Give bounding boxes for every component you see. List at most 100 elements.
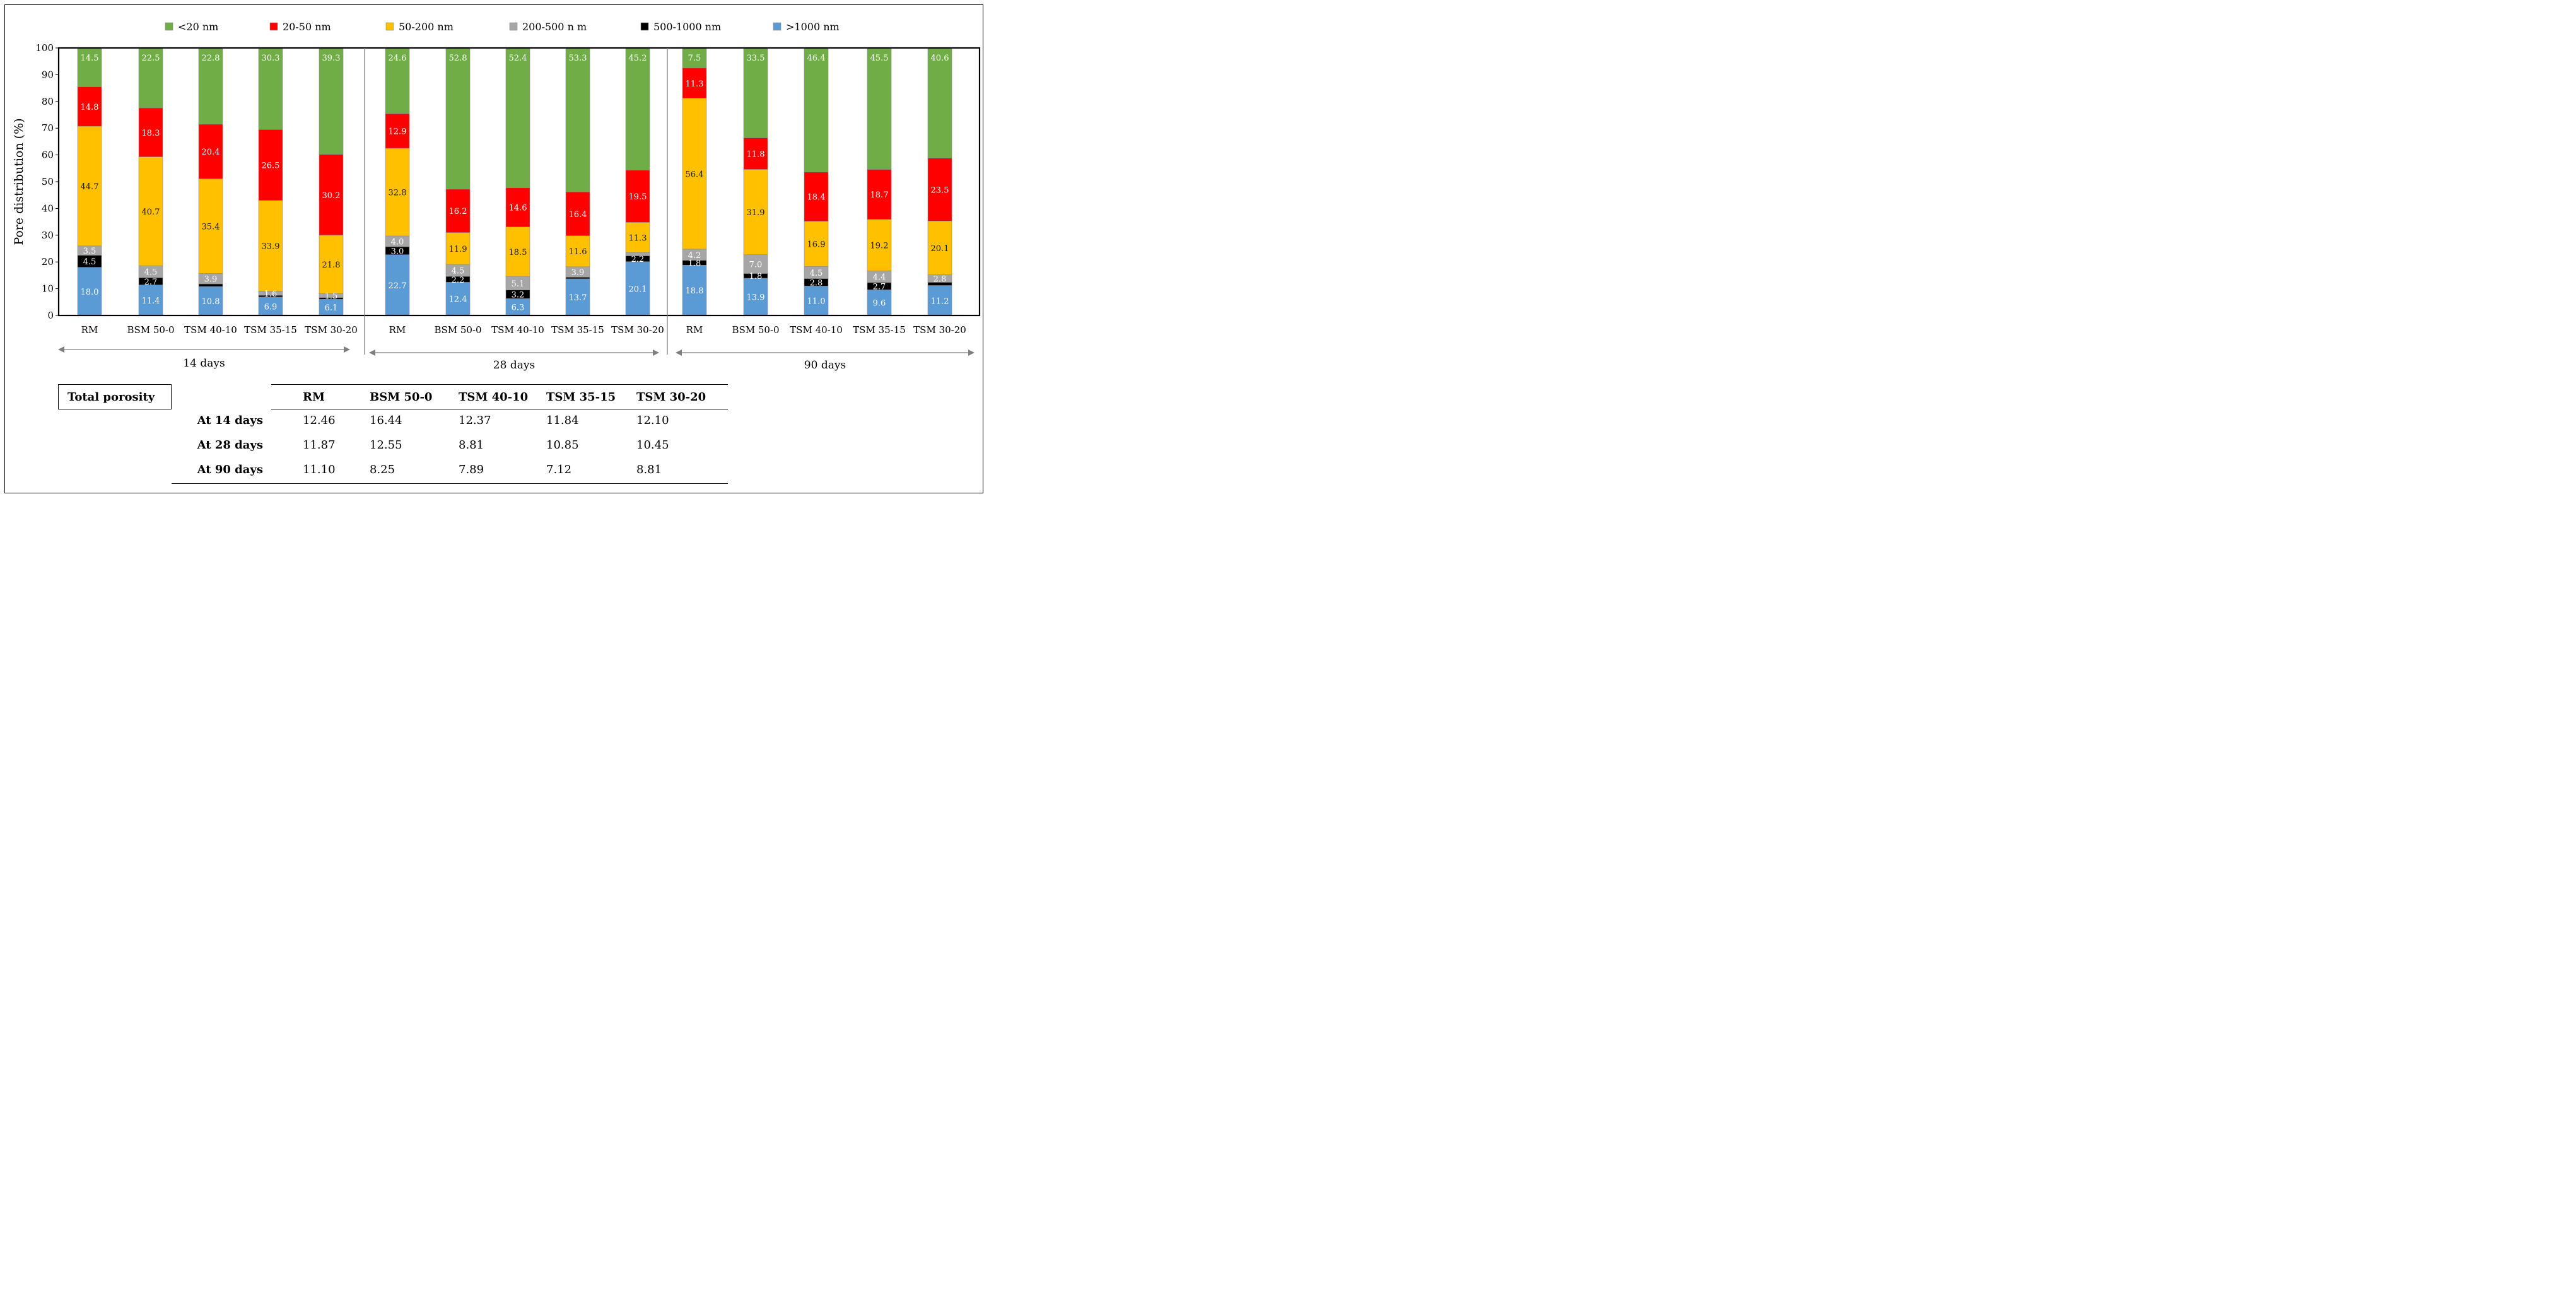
table-row-label: At 14 days — [197, 414, 263, 427]
figure-frame — [4, 4, 983, 493]
bar-segment — [743, 169, 768, 256]
bar-segment — [682, 47, 707, 69]
bar-segment — [385, 47, 410, 114]
bar-segment — [927, 47, 952, 158]
table-cell: 12.37 — [459, 414, 491, 427]
x-tick-label: RM — [389, 324, 406, 336]
data-label: 18.3 — [142, 129, 160, 138]
bar-segment — [198, 179, 223, 274]
bar-segment — [385, 254, 410, 316]
group-arrow-left-head — [369, 350, 375, 356]
bar-segment — [445, 189, 471, 233]
data-label: 6.3 — [512, 303, 525, 313]
table-col-header: BSM 50-0 — [370, 391, 433, 404]
data-label: 32.8 — [389, 189, 407, 198]
data-label: 11.3 — [629, 233, 647, 243]
y-tick-label: 70 — [42, 122, 54, 134]
x-tick-label: BSM 50-0 — [732, 324, 779, 336]
table-cell: 12.46 — [303, 414, 336, 427]
data-label: 14.5 — [81, 54, 99, 63]
data-label: 11.2 — [931, 297, 949, 306]
data-label: 33.9 — [262, 242, 280, 252]
data-label: 2.8 — [934, 274, 947, 284]
data-label: 13.9 — [747, 293, 765, 303]
x-tick-label: TSM 40-10 — [184, 324, 237, 336]
data-label: 1.5 — [325, 291, 338, 301]
bar-segment — [258, 129, 283, 201]
group-arrow-right-head — [344, 346, 350, 353]
data-label: 16.2 — [449, 207, 467, 216]
data-label: 12.9 — [389, 127, 407, 137]
y-tick-label: 100 — [35, 42, 54, 54]
bar-segment — [804, 172, 829, 222]
table-cell: 12.10 — [636, 414, 669, 427]
bar-segment — [682, 264, 707, 316]
data-label: 3.2 — [512, 291, 525, 300]
bar-segment — [867, 169, 892, 220]
table-cell: 10.85 — [546, 438, 579, 452]
bar-segment — [258, 297, 283, 316]
table-col-header: TSM 30-20 — [636, 391, 706, 404]
x-tick-label: TSM 35-15 — [551, 324, 604, 336]
x-tick-label: RM — [686, 324, 703, 336]
bar-segment — [319, 154, 344, 236]
y-tick-label: 0 — [47, 310, 54, 321]
data-label: 1.6 — [264, 290, 278, 299]
data-label: 23.5 — [931, 186, 949, 196]
data-label: 30.2 — [322, 191, 341, 201]
y-tick-label: 50 — [42, 176, 54, 187]
legend-swatch — [269, 22, 278, 31]
bar-segment — [319, 47, 344, 155]
table-cell: 8.81 — [636, 463, 662, 476]
bar-segment — [867, 289, 892, 316]
data-label: 11.4 — [142, 297, 160, 306]
table-title: Total porosity — [67, 391, 155, 404]
table-bottom-rule — [172, 483, 728, 484]
bar-segment — [198, 286, 223, 316]
data-label: 33.5 — [747, 54, 765, 63]
y-tick-label: 40 — [42, 203, 54, 214]
legend-entry: 50-200 nm — [399, 21, 454, 33]
data-label: 26.5 — [262, 162, 280, 171]
data-label: 40.7 — [142, 208, 160, 217]
bar-segment — [445, 232, 471, 265]
table-cell: 11.87 — [303, 438, 336, 452]
bar-segment — [927, 158, 952, 221]
data-label: 52.4 — [509, 54, 527, 63]
data-label: 3.9 — [204, 275, 218, 285]
data-label: 18.5 — [509, 248, 527, 257]
data-label: 40.6 — [931, 54, 949, 63]
table-cell: 12.55 — [370, 438, 402, 452]
bar-segment — [258, 47, 283, 130]
data-label: 22.5 — [142, 54, 160, 63]
legend-swatch — [640, 22, 649, 31]
bar-segment — [319, 298, 344, 316]
legend-swatch — [165, 22, 173, 31]
group-label: 14 days — [183, 357, 225, 370]
data-label: 14.6 — [509, 204, 527, 213]
bar-segment — [743, 47, 768, 138]
table-col-header: TSM 35-15 — [546, 391, 616, 404]
data-label: 10.8 — [202, 297, 220, 307]
data-label: 9.6 — [873, 299, 886, 309]
bar-segment — [625, 222, 650, 253]
data-label: 2.7 — [873, 283, 886, 292]
bar-segment — [743, 278, 768, 316]
bar-segment — [804, 47, 829, 173]
y-tick-label: 80 — [42, 96, 54, 107]
data-label: 52.8 — [449, 54, 467, 63]
table-row-label: At 90 days — [197, 463, 263, 476]
legend-entry: 20-50 nm — [283, 21, 331, 33]
data-label: 4.0 — [391, 238, 404, 247]
y-tick-label: 10 — [42, 283, 54, 295]
data-label: 11.9 — [449, 245, 467, 254]
data-label: 20.1 — [629, 285, 647, 294]
x-tick-label: TSM 40-10 — [790, 324, 843, 336]
data-label: 53.3 — [569, 54, 587, 63]
data-label: 7.0 — [749, 261, 763, 270]
table-top-rule — [271, 384, 728, 385]
bar-segment — [445, 47, 471, 190]
data-label: 11.8 — [747, 150, 765, 159]
table-cell: 8.25 — [370, 463, 395, 476]
legend-entry: >1000 nm — [786, 21, 840, 33]
